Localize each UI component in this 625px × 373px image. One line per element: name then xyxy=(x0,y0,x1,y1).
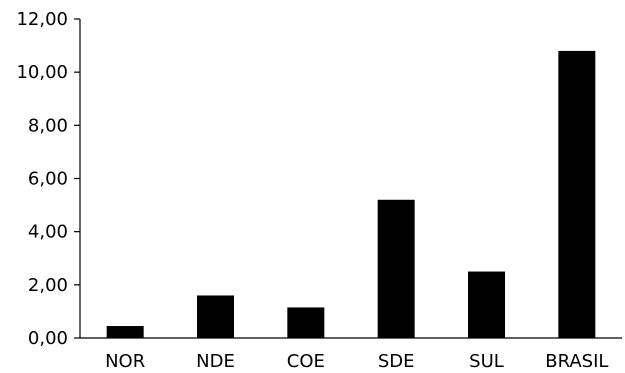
bar-sde xyxy=(377,199,415,338)
bar-nor xyxy=(106,326,144,338)
bars-group xyxy=(106,50,596,339)
y-tick-label: 8,00 xyxy=(28,115,68,136)
y-tick-label: 6,00 xyxy=(28,169,68,190)
x-tick-label: NOR xyxy=(105,351,145,372)
y-tick-label: 10,00 xyxy=(16,62,68,83)
x-axis-labels: NOR NDE COE SDE SUL BRASIL xyxy=(105,351,608,372)
bar-nde xyxy=(197,295,234,338)
x-tick-label: BRASIL xyxy=(545,351,608,372)
bar-brasil xyxy=(558,50,596,339)
bar-coe xyxy=(287,307,325,338)
x-tick-label: SDE xyxy=(378,351,415,372)
y-tick-label: 4,00 xyxy=(28,222,68,243)
y-tick-label: 12,00 xyxy=(16,9,68,30)
y-axis-ticks: 0,00 2,00 4,00 6,00 8,00 10,00 12,00 xyxy=(16,9,80,349)
x-tick-label: COE xyxy=(287,351,325,372)
x-tick-label: SUL xyxy=(469,351,504,372)
bar-sul xyxy=(468,271,505,338)
y-tick-label: 0,00 xyxy=(28,328,68,349)
y-tick-label: 2,00 xyxy=(28,275,68,296)
x-tick-label: NDE xyxy=(196,351,235,372)
